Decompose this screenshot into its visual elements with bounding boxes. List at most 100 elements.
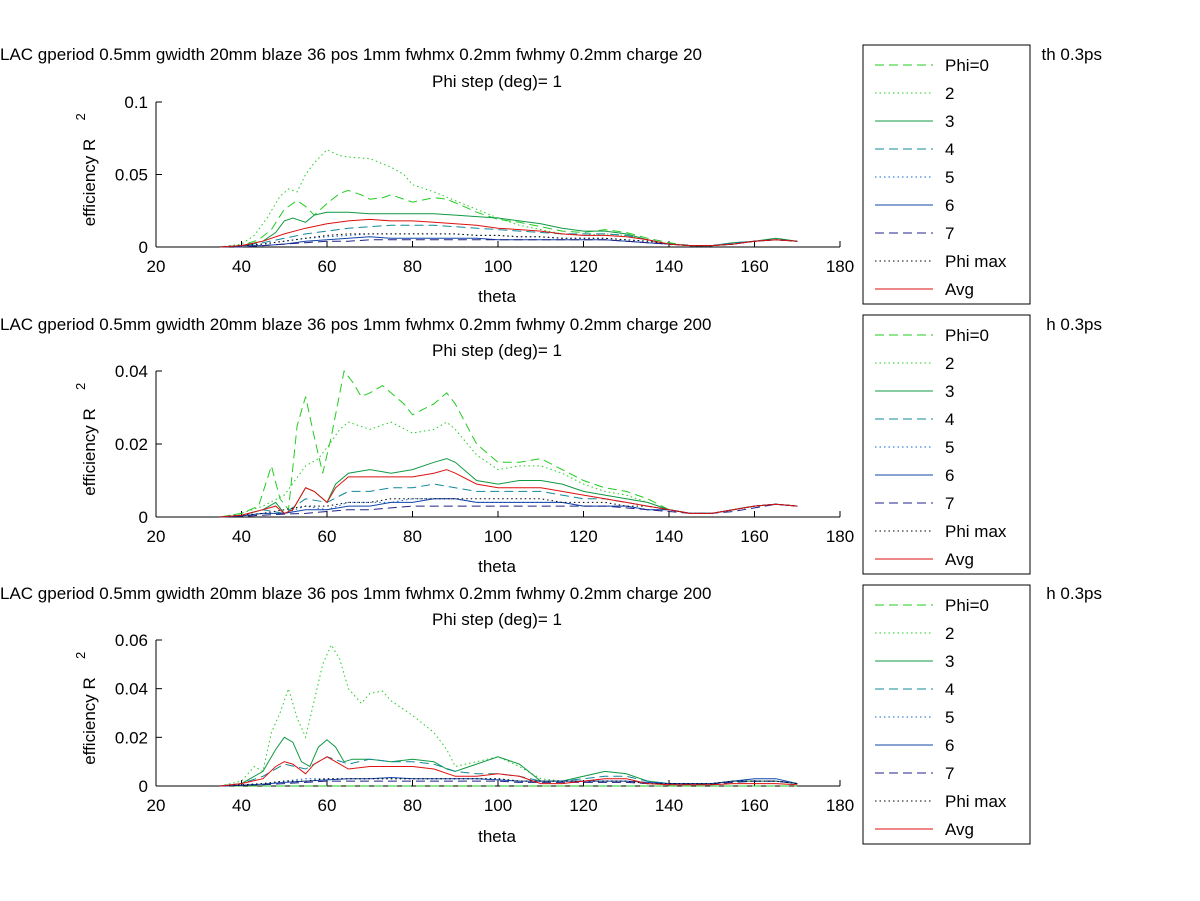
y-axis-label: efficiency R	[80, 139, 99, 227]
x-tick-label: 120	[569, 796, 597, 815]
x-tick-label: 40	[232, 796, 251, 815]
chart-title-tail: th 0.3ps	[1042, 45, 1103, 64]
chart-subtitle: Phi step (deg)= 1	[432, 72, 562, 91]
y-tick-label: 0.04	[115, 362, 148, 381]
legend-box	[862, 44, 1031, 305]
x-tick-label: 180	[826, 257, 854, 276]
x-tick-label: 20	[147, 257, 166, 276]
x-tick-label: 140	[655, 796, 683, 815]
legend-label: Phi max	[945, 252, 1007, 271]
x-tick-label: 100	[484, 257, 512, 276]
series-line-1	[220, 189, 798, 248]
chart-title-tail: h 0.3ps	[1046, 315, 1102, 334]
x-tick-label: 100	[484, 527, 512, 546]
x-tick-label: 80	[403, 527, 422, 546]
chart-title: LAC gperiod 0.5mm gwidth 20mm blaze 36 p…	[0, 315, 711, 334]
series-line-3	[220, 211, 798, 248]
x-tick-label: 160	[740, 796, 768, 815]
legend-label: Phi max	[945, 792, 1007, 811]
legend-label: Phi=0	[945, 326, 989, 345]
legend-label: 6	[945, 196, 954, 215]
legend: Phi=0 2 3 4 5 6 7 Phi max Avg	[862, 44, 1031, 305]
legend: Phi=0 2 3 4 5 6 7 Phi max Avg	[862, 584, 1031, 845]
chart-title: LAC gperiod 0.5mm gwidth 20mm blaze 36 p…	[0, 584, 711, 603]
x-tick-label: 40	[232, 257, 251, 276]
legend-label: 5	[945, 708, 954, 727]
legend-label: Phi=0	[945, 56, 989, 75]
x-tick-label: 120	[569, 257, 597, 276]
legend-label: 2	[945, 84, 954, 103]
x-axis-label: theta	[478, 557, 516, 576]
legend-label: 2	[945, 354, 954, 373]
chart-subtitle: Phi step (deg)= 1	[432, 341, 562, 360]
legend-label: 4	[945, 680, 954, 699]
series-line-9	[220, 756, 798, 787]
y-axis-label: efficiency R	[80, 677, 99, 765]
x-tick-label: 20	[147, 796, 166, 815]
legend-label: 3	[945, 112, 954, 131]
y-axis-label-exponent: 2	[73, 383, 88, 390]
legend-label: 6	[945, 466, 954, 485]
y-axis-label-group: efficiency R 2	[73, 652, 99, 765]
series-line-9	[220, 469, 798, 518]
legend-label: 5	[945, 438, 954, 457]
legend-label: Avg	[945, 280, 974, 299]
legend: Phi=0 2 3 4 5 6 7 Phi max Avg	[862, 314, 1031, 575]
x-axis-label: theta	[478, 287, 516, 306]
y-axis-label-exponent: 2	[73, 113, 88, 120]
x-tick-label: 60	[318, 527, 337, 546]
y-axis-label-group: efficiency R 2	[73, 113, 99, 226]
y-tick-label: 0	[139, 508, 148, 527]
y-tick-label: 0.06	[115, 631, 148, 650]
legend-box	[862, 314, 1031, 575]
legend-box	[862, 584, 1031, 845]
legend-label: 4	[945, 140, 954, 159]
series-line-7	[220, 503, 798, 518]
legend-label: 3	[945, 382, 954, 401]
x-tick-label: 180	[826, 527, 854, 546]
x-tick-label: 20	[147, 527, 166, 546]
legend-label: Avg	[945, 820, 974, 839]
series-line-9	[220, 218, 798, 248]
y-tick-label: 0	[139, 777, 148, 796]
legend-label: 6	[945, 736, 954, 755]
chart-panel-2: 20 40 60 80 100 120 140 160 180 0 0.02 0.04 LAC gper…	[0, 314, 1102, 576]
chart-panel-3: 20 40 60 80 100 120 140 160 180 0 0.02 0.04 0.06 LAC …	[0, 584, 1102, 846]
y-tick-label: 0	[139, 238, 148, 257]
x-tick-label: 160	[740, 257, 768, 276]
chart-title-tail: h 0.3ps	[1046, 584, 1102, 603]
x-tick-label: 80	[403, 796, 422, 815]
legend-label: 3	[945, 652, 954, 671]
series-line-4	[220, 483, 798, 518]
y-axis-label: efficiency R	[80, 408, 99, 496]
y-tick-label: 0.04	[115, 680, 148, 699]
x-tick-label: 120	[569, 527, 597, 546]
x-tick-label: 140	[655, 257, 683, 276]
y-tick-label: 0.02	[115, 728, 148, 747]
chart-panel-1: 20 40 60 80 100 120 140 160 180 0 0.05 0.1 LAC gperi…	[0, 44, 1103, 306]
series-line-5	[220, 498, 798, 518]
y-axis-label-group: efficiency R 2	[73, 383, 99, 496]
x-tick-label: 180	[826, 796, 854, 815]
x-tick-label: 40	[232, 527, 251, 546]
x-tick-label: 80	[403, 257, 422, 276]
legend-label: 5	[945, 168, 954, 187]
legend-label: 7	[945, 764, 954, 783]
chart-subtitle: Phi step (deg)= 1	[432, 610, 562, 629]
x-tick-label: 60	[318, 796, 337, 815]
series-line-8	[220, 233, 798, 248]
legend-label: 7	[945, 224, 954, 243]
legend-label: 7	[945, 494, 954, 513]
series-line-8	[220, 498, 798, 518]
legend-label: Avg	[945, 550, 974, 569]
series-line-6	[220, 498, 798, 518]
legend-label: Phi=0	[945, 596, 989, 615]
x-tick-label: 140	[655, 527, 683, 546]
chart-title: LAC gperiod 0.5mm gwidth 20mm blaze 36 p…	[0, 45, 702, 64]
y-tick-label: 0.05	[115, 166, 148, 185]
series-line-1	[220, 369, 798, 518]
x-tick-label: 60	[318, 257, 337, 276]
legend-label: 4	[945, 410, 954, 429]
x-tick-label: 160	[740, 527, 768, 546]
